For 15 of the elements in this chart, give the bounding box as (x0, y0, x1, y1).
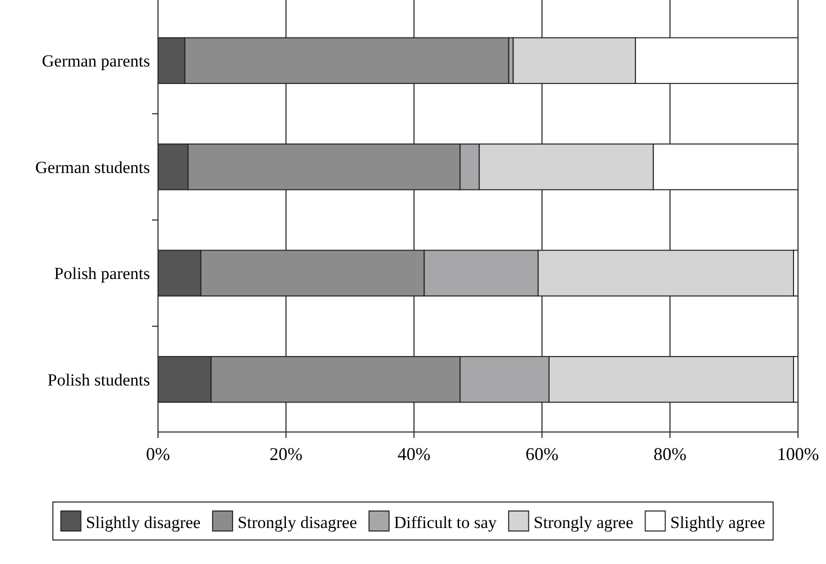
x-tick-label: 20% (270, 444, 302, 464)
x-tick-label: 100% (777, 444, 819, 464)
legend-label: Slightly agree (670, 512, 766, 532)
y-tick-label: Polish parents (54, 264, 150, 284)
y-tick-label: German students (35, 158, 150, 177)
legend-label: Strongly disagree (238, 512, 358, 532)
x-tick-label: 40% (398, 444, 430, 464)
y-tick-label: German parents (42, 52, 150, 71)
y-tick-label: Polish students (48, 370, 150, 390)
x-tick-label: 80% (654, 444, 686, 464)
legend-label: Slightly disagree (86, 512, 201, 532)
x-tick-label: 0% (146, 444, 170, 464)
legend-label: Difficult to say (394, 512, 498, 532)
x-tick-label: 60% (526, 444, 558, 464)
legend-label: Strongly agree (534, 512, 634, 532)
